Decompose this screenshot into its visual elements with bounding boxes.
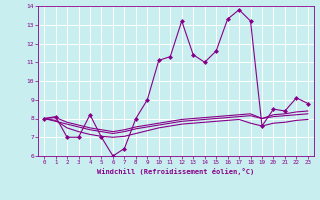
X-axis label: Windchill (Refroidissement éolien,°C): Windchill (Refroidissement éolien,°C) [97, 168, 255, 175]
